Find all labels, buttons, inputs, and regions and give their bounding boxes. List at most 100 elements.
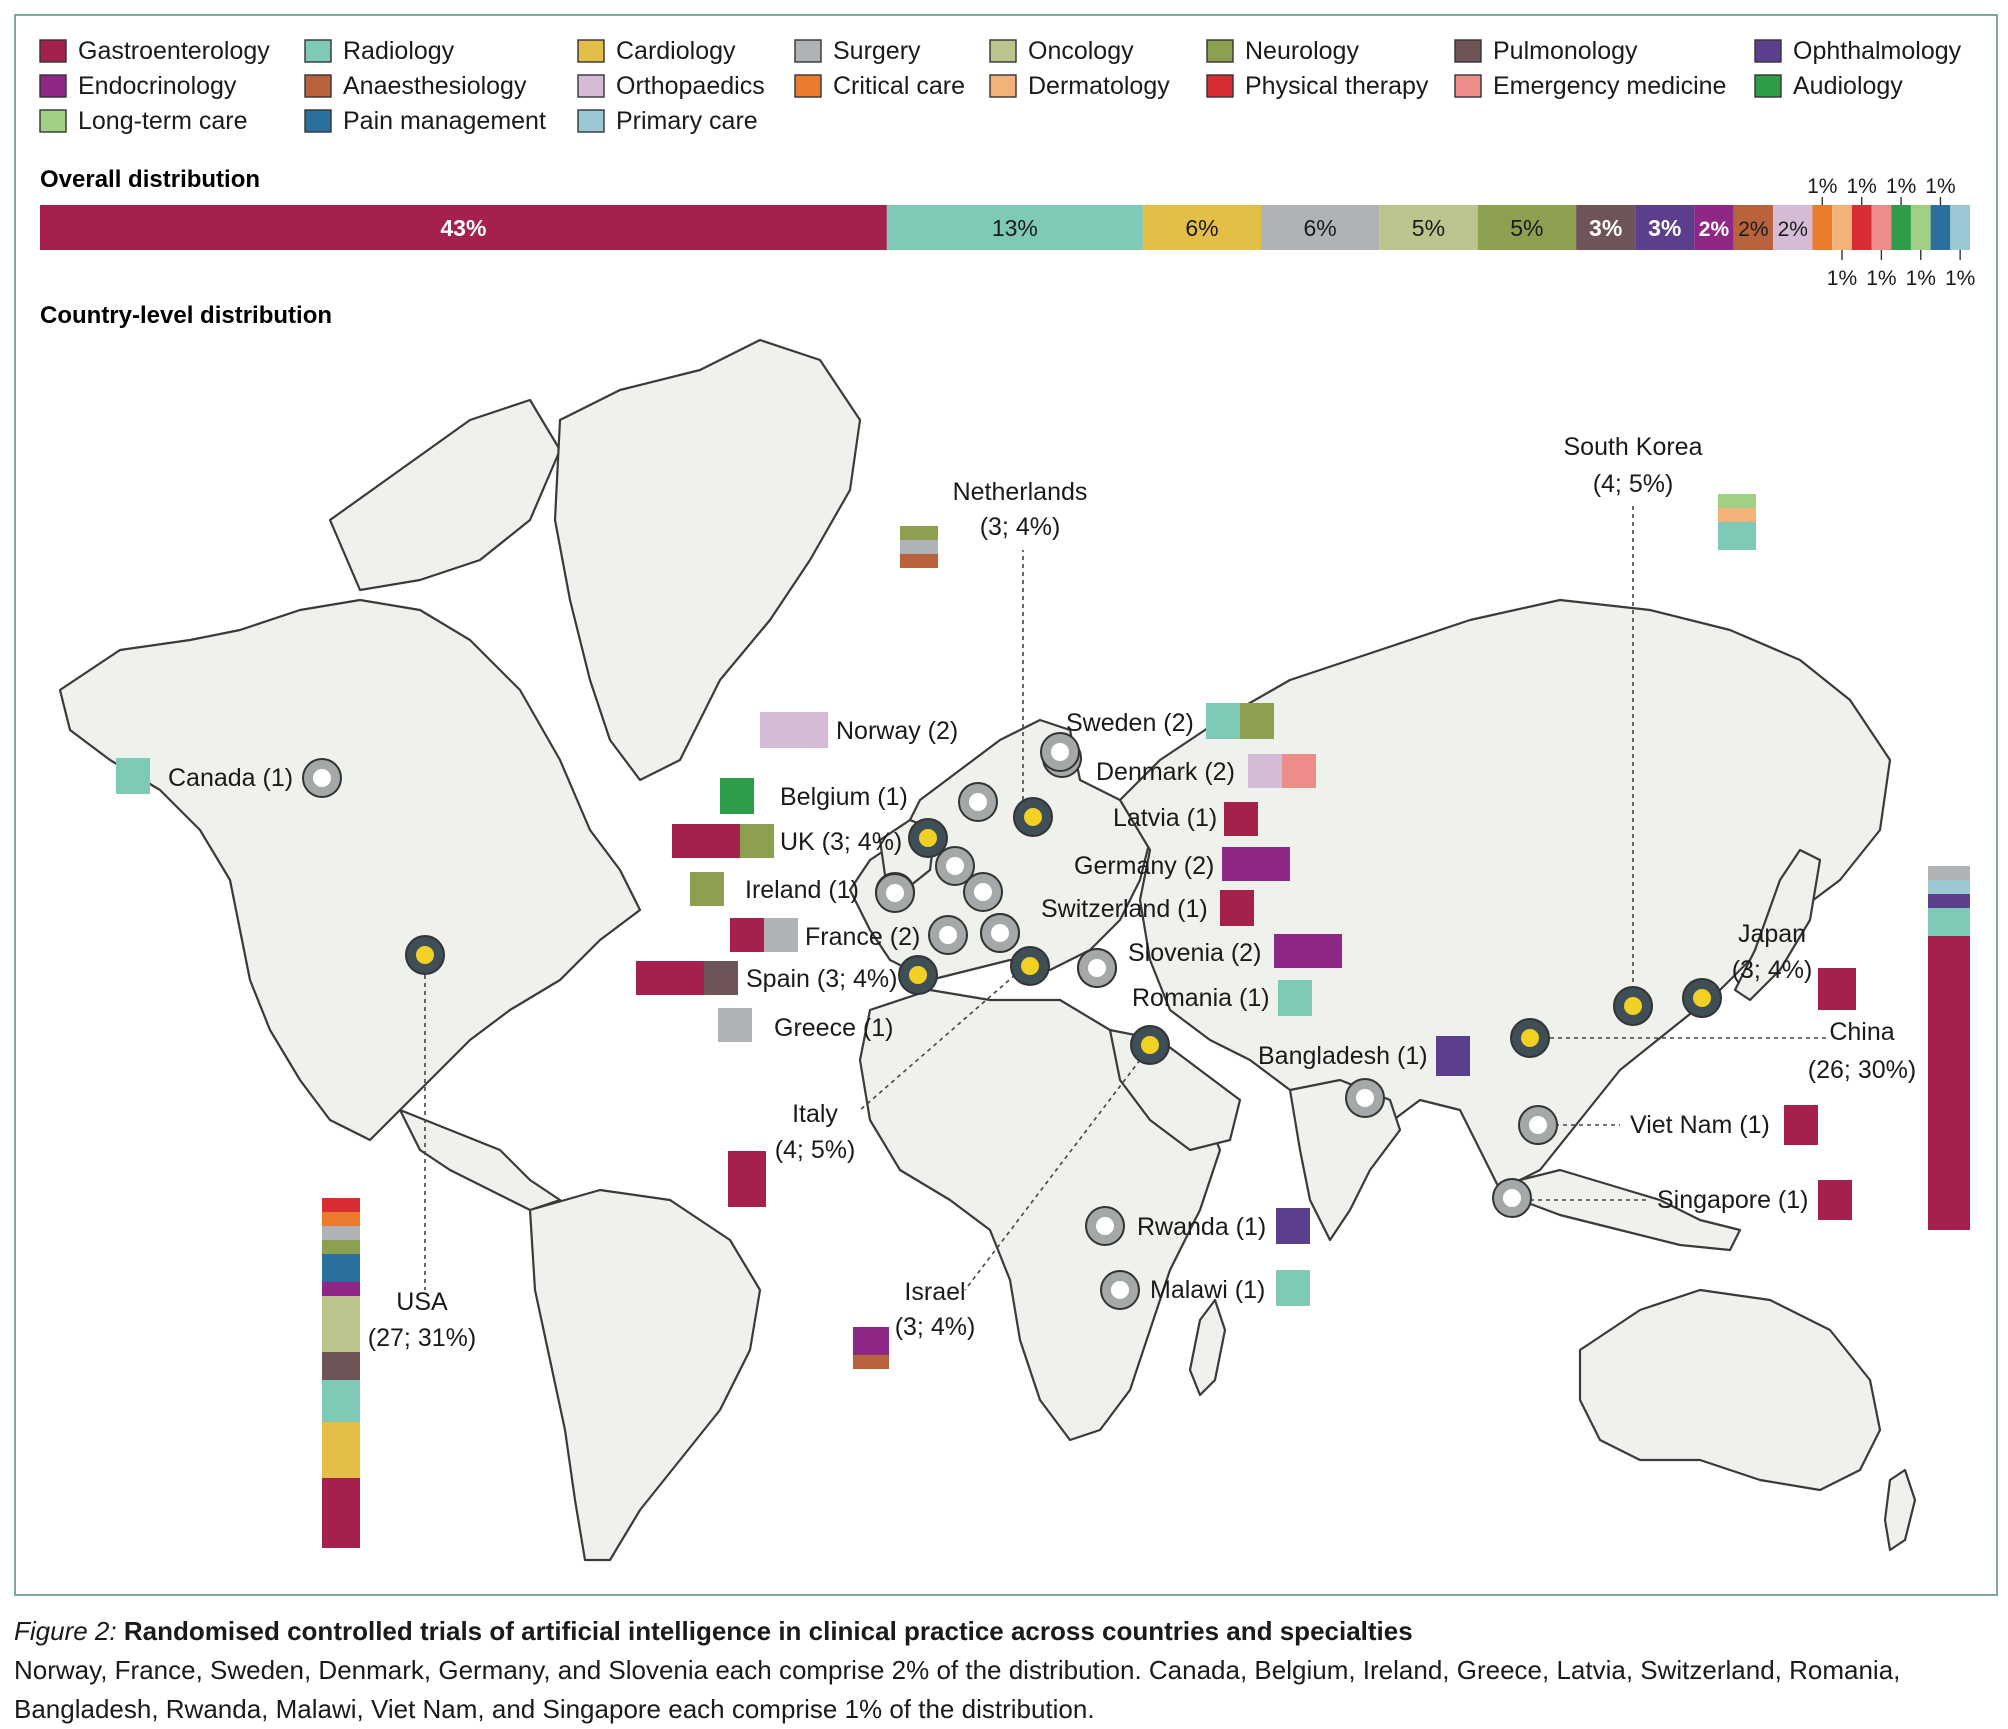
country-bar-usa-surg (322, 1226, 360, 1240)
overall-title: Overall distribution (40, 166, 260, 193)
overall-segment-phys (1851, 205, 1872, 250)
overall-label-pulmo: 3% (1589, 215, 1622, 241)
country-bar-usa-cardio (322, 1422, 360, 1478)
country-bar-slovenia-endo (1274, 934, 1342, 968)
overall-label-pain: 1% (1925, 175, 1955, 198)
caption-label: Figure 2: (14, 1616, 117, 1646)
country-label-netherlands: Netherlands (953, 478, 1088, 506)
marker-dot-spain (909, 966, 927, 984)
marker-dot-viet-nam (1529, 1116, 1547, 1134)
country-bar-sweden-radio (1206, 703, 1240, 739)
marker-dot-usa (416, 946, 434, 964)
country-bar-china-prim (1928, 880, 1970, 894)
country-singapore: Singapore (1) (1492, 1178, 1852, 1220)
country-bar-spain-pulmo (704, 961, 738, 995)
overall-segment-ltc (1910, 205, 1931, 250)
country-bar-romania-radio (1278, 980, 1312, 1016)
country-bar-sweden-neuro (1240, 703, 1274, 739)
country-bar-usa-onco (322, 1296, 360, 1352)
country-switzerland: Switzerland (1) (980, 890, 1254, 953)
overall-label-radio: 13% (992, 215, 1038, 241)
legend-label-crit: Critical care (833, 72, 965, 100)
legend-label-phys: Physical therapy (1245, 72, 1429, 100)
country-label-china: China (1829, 1018, 1894, 1046)
country-germany: Germany (2) (963, 847, 1290, 912)
country-italy: Italy (4; 5%) (728, 946, 1050, 1207)
country-label-switzerland: Switzerland (1) (1041, 895, 1208, 923)
caption: Figure 2: Randomised controlled trials o… (14, 1612, 1994, 1729)
overall-segment-radio (886, 205, 1143, 250)
legend-swatch-ltc (39, 109, 67, 133)
country-bar-south-korea-ltc (1718, 494, 1756, 508)
overall-label-anaes: 2% (1738, 218, 1768, 241)
country-label-uk: UK (3; 4%) (780, 828, 902, 856)
country-title: Country-level distribution (40, 302, 332, 329)
legend-label-ophth: Ophthalmology (1793, 37, 1962, 65)
country-label-france: France (2) (805, 923, 920, 951)
marker-dot-rwanda (1096, 1217, 1114, 1235)
country-bar-usa-radio (322, 1380, 360, 1422)
overall-segment-pulmo (1576, 205, 1636, 250)
country-bar-belgium-audio (720, 778, 754, 814)
legend-swatch-endo (39, 74, 67, 98)
map-greenland (553, 338, 862, 782)
overall-label-ltc: 1% (1906, 267, 1936, 290)
country-bar-china-surg (1928, 866, 1970, 880)
country-bar-latvia-gastro (1224, 802, 1258, 836)
overall-label-derm: 1% (1827, 267, 1857, 290)
country-sublabel-italy: (4; 5%) (775, 1136, 856, 1164)
country-bar-china-ophth (1928, 894, 1970, 908)
legend-swatch-anaes (304, 74, 332, 98)
country-label-italy: Italy (792, 1100, 838, 1128)
country-sublabel-south-korea: (4; 5%) (1593, 470, 1674, 498)
country-label-israel: Israel (904, 1278, 965, 1306)
country-layer: USA (27; 31%) China (26; 30%) South Korea (4;… (116, 433, 1970, 1548)
overall-label-crit: 1% (1807, 175, 1837, 198)
country-bar-netherlands-surg (900, 540, 938, 554)
country-viet-nam: Viet Nam (1) (1518, 1105, 1818, 1145)
marker-dot-singapore (1503, 1189, 1521, 1207)
leader-line-italy (859, 974, 1016, 1111)
country-bar-france-gastro (730, 918, 764, 952)
overall-segment-anaes (1733, 205, 1774, 250)
leader-line-israel (964, 1059, 1141, 1291)
caption-text: Norway, France, Sweden, Denmark, Germany… (14, 1655, 1901, 1724)
legend-swatch-audio (1754, 74, 1782, 98)
overall-segment-pain (1930, 205, 1951, 250)
country-china: China (26; 30%) (1510, 866, 1970, 1230)
map-new-zealand (1883, 1468, 1917, 1552)
marker-dot-germany (974, 883, 992, 901)
overall-label-onco: 5% (1412, 215, 1445, 241)
country-bar-china-radio (1928, 908, 1970, 936)
map-south-america (528, 1188, 762, 1562)
marker-dot-denmark (946, 857, 964, 875)
legend-swatch-derm (989, 74, 1017, 98)
legend-label-ltc: Long-term care (78, 107, 248, 135)
country-ireland: Ireland (1) (690, 872, 915, 913)
legend-swatch-emerg (1454, 74, 1482, 98)
overall-bar: 43% 13% 6% 6% 5% 5% 3% 3% 2% 2% 2% 1% 1% 1% 1% 1% 1% 1% 1% (40, 175, 1975, 290)
map-north-america (58, 598, 642, 1142)
legend-swatch-ortho (577, 74, 605, 98)
country-sublabel-usa: (27; 31%) (368, 1324, 476, 1352)
country-bar-canada-radio (116, 758, 150, 794)
map-arctic-islands (328, 398, 562, 592)
map-central-america (398, 1108, 562, 1212)
country-bar-ireland-neuro (690, 872, 724, 906)
country-bar-israel-endo (853, 1327, 889, 1355)
map-australia (1578, 1288, 1882, 1492)
country-label-south-korea: South Korea (1564, 433, 1703, 461)
legend-swatch-radio (304, 39, 332, 63)
country-label-viet-nam: Viet Nam (1) (1630, 1111, 1770, 1139)
legend-swatch-crit (794, 74, 822, 98)
country-label-japan: Japan (1738, 920, 1806, 948)
marker-dot-netherlands (1024, 808, 1042, 826)
legend-swatch-gastro (39, 39, 67, 63)
country-label-canada: Canada (1) (168, 764, 293, 792)
country-bar-france-surg (764, 918, 798, 952)
legend-swatch-ophth (1754, 39, 1782, 63)
overall-label-endo: 2% (1699, 218, 1730, 241)
marker-dot-japan (1693, 989, 1711, 1007)
legend-label-surg: Surgery (833, 37, 921, 65)
overall-segment-gastro (40, 205, 887, 250)
